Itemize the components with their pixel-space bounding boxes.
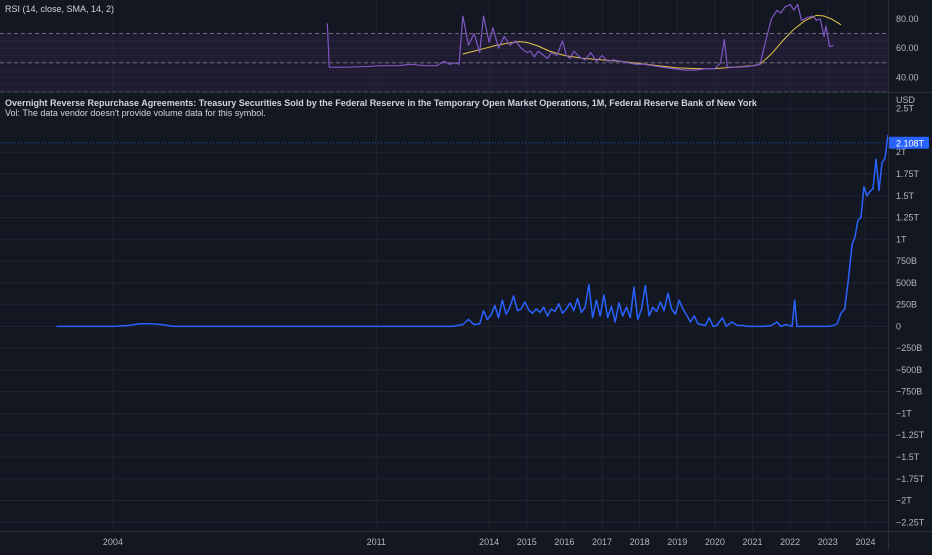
y-tick-label: 500B [896, 278, 917, 288]
y-tick-label: 1.75T [896, 169, 920, 179]
x-tick-label: 2014 [479, 537, 499, 547]
y-tick-label: 1.25T [896, 213, 920, 223]
y-tick-label: −750B [896, 387, 922, 397]
rsi-tick-label: 80.00 [896, 14, 919, 24]
x-tick-label: 2004 [103, 537, 123, 547]
y-tick-label: 2T [896, 147, 907, 157]
y-tick-label: −1.75T [896, 474, 925, 484]
x-tick-label: 2015 [517, 537, 537, 547]
rsi-panel [0, 3, 888, 93]
main-panel [0, 134, 889, 328]
x-tick-label: 2019 [667, 537, 687, 547]
volume-note: Vol: The data vendor doesn't provide vol… [5, 108, 266, 118]
x-tick-label: 2024 [855, 537, 875, 547]
x-tick-label: 2018 [630, 537, 650, 547]
y-tick-label: 750B [896, 256, 917, 266]
y-tick-label: −500B [896, 365, 922, 375]
x-tick-label: 2016 [554, 537, 574, 547]
rsi-sma-line [462, 14, 842, 70]
last-value-badge [889, 136, 929, 149]
rsi-legend[interactable]: RSI (14, close, SMA, 14, 2) [5, 4, 115, 14]
y-tick-label: 0 [896, 321, 901, 331]
chart-title[interactable]: Overnight Reverse Repurchase Agreements:… [5, 98, 757, 108]
y-tick-label: −2T [896, 496, 912, 506]
rsi-line [326, 3, 834, 71]
x-tick-label: 2017 [592, 537, 612, 547]
y-tick-label: 2.5T [896, 104, 915, 114]
y-tick-label: 250B [896, 300, 917, 310]
y-tick-label: −2.25T [896, 517, 925, 527]
x-tick-label: 2022 [780, 537, 800, 547]
y-tick-label: −250B [896, 343, 922, 353]
rsi-tick-label: 40.00 [896, 72, 919, 82]
y-tick-label: −1.5T [896, 452, 920, 462]
y-tick-label: 1T [896, 234, 907, 244]
y-tick-label: 1.5T [896, 191, 915, 201]
x-tick-label: 2011 [367, 537, 386, 547]
y-tick-label: −1.25T [896, 430, 925, 440]
x-tick-label: 2023 [818, 537, 838, 547]
x-tick-label: 2021 [743, 537, 763, 547]
y-tick-label: −1T [896, 408, 912, 418]
rrp-series-line [56, 134, 889, 328]
x-tick-label: 2020 [705, 537, 725, 547]
rsi-tick-label: 60.00 [896, 43, 919, 53]
last-value-text: 2.108T [896, 138, 925, 148]
currency-label: USD [896, 95, 916, 105]
